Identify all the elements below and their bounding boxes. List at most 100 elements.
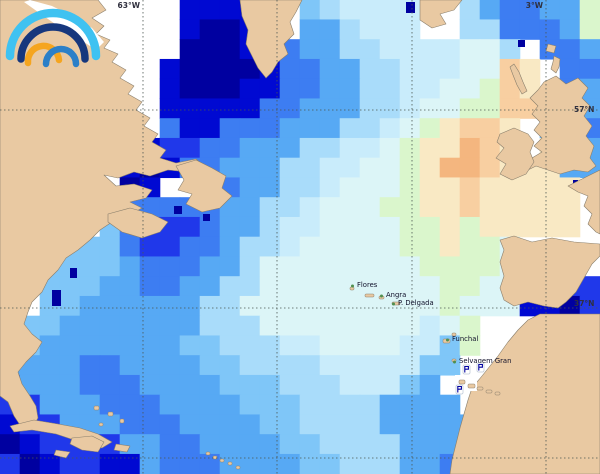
data-cell	[259, 197, 281, 218]
data-cell	[319, 276, 341, 297]
data-cell	[259, 434, 281, 455]
data-cell	[319, 137, 341, 159]
logo-arc-orange	[24, 42, 63, 67]
data-cell	[239, 315, 261, 337]
data-cell	[519, 19, 541, 40]
data-cell	[419, 216, 441, 238]
data-cell	[359, 177, 381, 198]
data-cell	[499, 177, 521, 198]
data-cell	[59, 374, 81, 396]
data-cell	[179, 276, 201, 297]
data-cell	[299, 157, 321, 179]
data-cell	[379, 197, 401, 218]
data-cell	[279, 177, 301, 198]
data-cell	[339, 0, 361, 21]
data-cell	[179, 374, 201, 396]
data-cell	[239, 453, 261, 474]
data-cell	[239, 374, 261, 396]
data-cell	[319, 414, 341, 435]
data-cell	[579, 0, 600, 21]
data-cell	[59, 315, 81, 337]
data-cell	[179, 137, 201, 159]
data-cell	[299, 394, 321, 416]
data-cell	[339, 355, 361, 376]
data-cell	[459, 335, 481, 356]
land-greenland	[239, 0, 303, 79]
data-cell	[399, 98, 421, 119]
data-cell	[319, 98, 341, 119]
data-cell	[479, 276, 501, 297]
data-cell	[199, 394, 221, 416]
logo-arc-navy	[17, 23, 89, 63]
islet	[476, 386, 484, 391]
data-cell	[459, 78, 481, 100]
data-cell	[179, 58, 201, 80]
data-cell	[379, 58, 401, 80]
data-cell	[179, 394, 201, 416]
data-cell	[299, 335, 321, 356]
land-newfoundland	[175, 159, 233, 213]
data-cell	[559, 216, 581, 238]
data-cell	[459, 295, 481, 317]
data-cell	[259, 236, 281, 258]
data-cell	[359, 137, 381, 159]
data-cell	[159, 295, 181, 317]
data-cell	[339, 453, 361, 474]
data-cell	[199, 355, 221, 376]
data-cell	[299, 374, 321, 396]
data-cell	[359, 118, 381, 139]
data-cell	[39, 355, 61, 376]
data-cell	[379, 453, 401, 474]
data-cell	[279, 453, 301, 474]
data-cell	[79, 295, 101, 317]
data-cell	[279, 276, 301, 297]
data-cell	[319, 19, 341, 40]
data-cell	[19, 434, 41, 455]
data-cell	[219, 335, 241, 356]
data-cell	[239, 58, 261, 80]
data-cell	[359, 216, 381, 238]
data-cell	[159, 256, 181, 277]
data-cell	[339, 98, 361, 119]
data-cell	[479, 137, 501, 159]
data-cell	[459, 58, 481, 80]
data-cell	[299, 197, 321, 218]
data-cell	[299, 315, 321, 337]
data-cell	[159, 276, 181, 297]
data-cell	[399, 276, 421, 297]
data-cell	[99, 295, 121, 317]
islet	[235, 465, 241, 470]
data-cell	[479, 177, 501, 198]
data-cell	[439, 216, 461, 238]
data-cell	[359, 355, 381, 376]
data-cell	[279, 374, 301, 396]
data-cell	[439, 118, 461, 139]
data-cell	[299, 276, 321, 297]
data-cell	[439, 276, 461, 297]
data-cell	[359, 276, 381, 297]
land-iberia	[499, 235, 600, 309]
data-cell	[39, 434, 61, 455]
data-cell	[399, 137, 421, 159]
data-cell	[339, 39, 361, 60]
data-cell	[319, 315, 341, 337]
data-cell	[219, 414, 241, 435]
data-cell	[179, 315, 201, 337]
data-cell	[479, 256, 501, 277]
data-cell	[559, 58, 581, 80]
data-cell	[119, 453, 141, 474]
data-cell	[399, 157, 421, 179]
data-cell	[399, 295, 421, 317]
data-cell	[419, 78, 441, 100]
data-cell	[159, 78, 181, 100]
data-cell	[379, 216, 401, 238]
data-cell	[519, 197, 541, 218]
data-cell	[499, 216, 521, 238]
data-cell	[359, 58, 381, 80]
data-cell	[219, 118, 241, 139]
data-cell	[479, 58, 501, 80]
data-cell	[459, 137, 481, 159]
data-cell	[199, 414, 221, 435]
